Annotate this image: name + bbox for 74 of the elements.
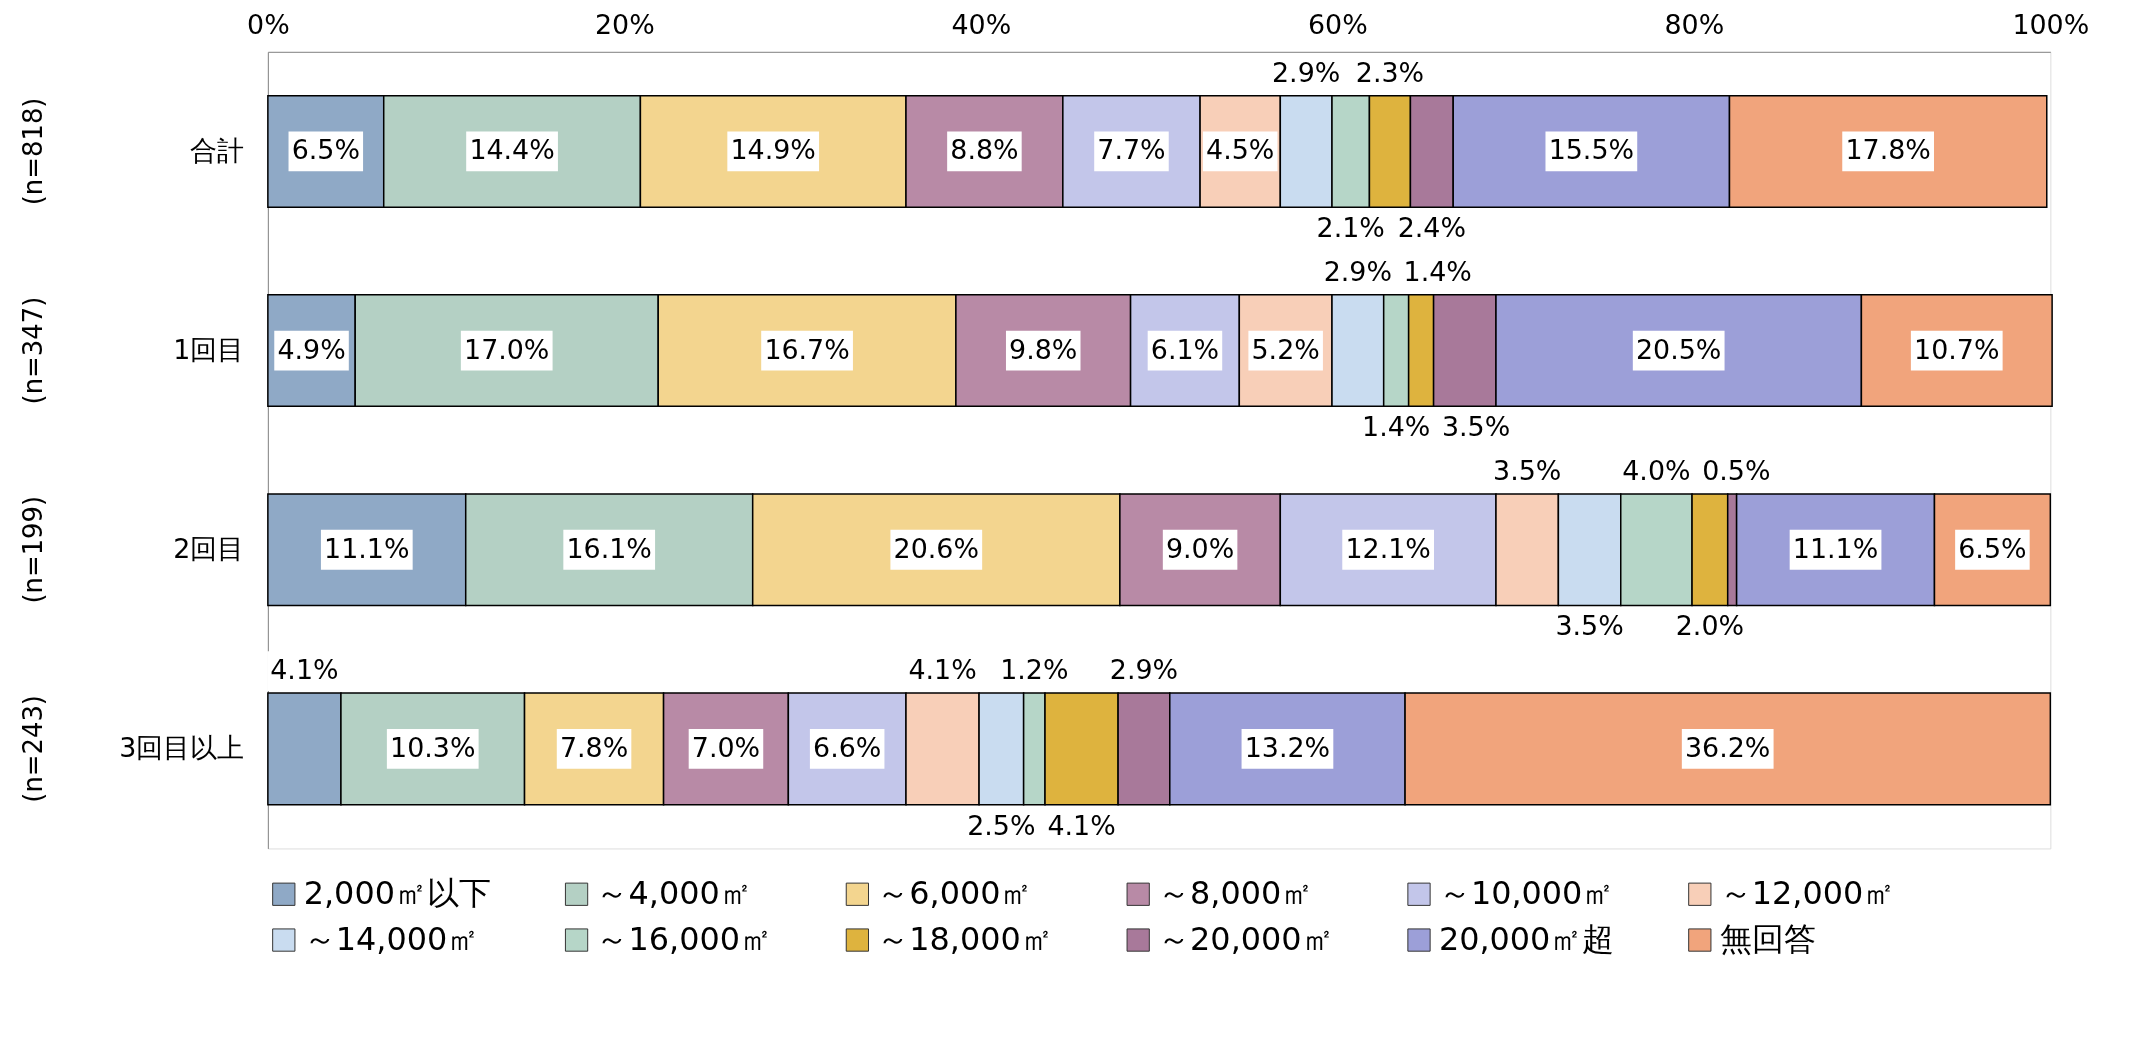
data-label: 36.2%: [1685, 731, 1771, 763]
x-tick-label: 0%: [247, 9, 290, 41]
data-label: 20.6%: [893, 532, 979, 564]
data-label: 2.4%: [1397, 212, 1466, 244]
data-label: 2.0%: [1675, 610, 1745, 642]
data-label: 16.7%: [764, 333, 850, 365]
legend-label: ～10,000㎡: [1438, 874, 1615, 913]
x-tick-label: 80%: [1664, 9, 1725, 41]
y-tick-label: 合計: [190, 134, 245, 166]
legend-label: 2,000㎡以下: [303, 874, 491, 913]
data-label: 6.6%: [813, 731, 882, 763]
data-label: 4.1%: [908, 654, 977, 686]
data-label: 16.1%: [566, 532, 652, 564]
data-label: 1.4%: [1362, 411, 1431, 443]
data-label: 2.9%: [1323, 255, 1392, 287]
data-label: 12.1%: [1345, 532, 1431, 564]
legend-label: ～14,000㎡: [303, 920, 480, 959]
x-tick-label: 40%: [951, 9, 1012, 41]
legend-label: ～8,000㎡: [1158, 874, 1314, 913]
data-label: 10.3%: [390, 731, 476, 763]
data-label: 4.0%: [1622, 455, 1691, 487]
data-label: 8.8%: [950, 134, 1019, 166]
data-label: 4.1%: [1047, 809, 1116, 841]
data-label: 10.7%: [1914, 333, 2000, 365]
data-label: 7.7%: [1097, 134, 1166, 166]
data-label: 3.5%: [1441, 411, 1511, 443]
data-label: 1.4%: [1403, 255, 1472, 287]
data-label: 2.1%: [1316, 212, 1385, 244]
x-tick-label: 60%: [1307, 9, 1368, 41]
y-tick-label: 1回目: [173, 334, 245, 366]
data-label: 4.1%: [270, 654, 339, 686]
legend-label: ～12,000㎡: [1719, 874, 1896, 913]
legend-label: ～6,000㎡: [877, 874, 1033, 913]
data-label: 3.5%: [1555, 610, 1624, 642]
data-label: 2.9%: [1272, 56, 1341, 88]
legend-label: ～18,000㎡: [877, 920, 1053, 959]
data-label: 6.5%: [291, 134, 360, 166]
data-label: 2.9%: [1109, 654, 1179, 686]
text: (n=199): [17, 495, 48, 604]
text: (n=818): [17, 97, 48, 206]
data-label: 11.1%: [1792, 532, 1879, 564]
y-tick-label: 2回目: [173, 533, 245, 565]
data-label: 20.5%: [1635, 333, 1722, 365]
data-label: 2.3%: [1355, 56, 1425, 88]
data-label: 17.0%: [464, 333, 550, 365]
data-label: 1.2%: [1000, 654, 1069, 686]
text: (n=243): [17, 695, 48, 803]
data-label: 6.5%: [1958, 532, 2027, 564]
legend-label: ～20,000㎡: [1158, 920, 1334, 959]
x-tick-label: 100%: [2012, 9, 2090, 41]
legend-label: ～4,000㎡: [596, 874, 752, 913]
data-label: 14.9%: [730, 134, 816, 166]
data-label: 11.1%: [324, 532, 410, 564]
legend-label: ～16,000㎡: [596, 920, 772, 959]
data-label: 17.8%: [1845, 134, 1931, 166]
data-label: 0.5%: [1702, 455, 1771, 487]
text: (n=347): [17, 296, 48, 405]
data-label: 14.4%: [469, 134, 555, 166]
data-label: 3.5%: [1493, 455, 1562, 487]
data-label: 4.5%: [1206, 134, 1275, 166]
data-label: 9.8%: [1009, 333, 1078, 365]
data-label: 7.0%: [691, 731, 761, 763]
data-label: 15.5%: [1548, 134, 1635, 166]
data-label: 9.0%: [1165, 532, 1235, 564]
legend-label: 無回答: [1719, 920, 1816, 959]
x-tick-label: 20%: [594, 9, 655, 41]
data-label: 2.5%: [967, 809, 1036, 841]
data-label: 4.9%: [277, 333, 346, 365]
data-label: 7.8%: [559, 731, 629, 763]
data-label: 13.2%: [1244, 731, 1331, 763]
data-label: 5.2%: [1251, 333, 1320, 365]
y-tick-label: 3回目以上: [119, 732, 245, 764]
legend-label: 20,000㎡超: [1438, 920, 1615, 959]
data-label: 6.1%: [1150, 333, 1220, 365]
